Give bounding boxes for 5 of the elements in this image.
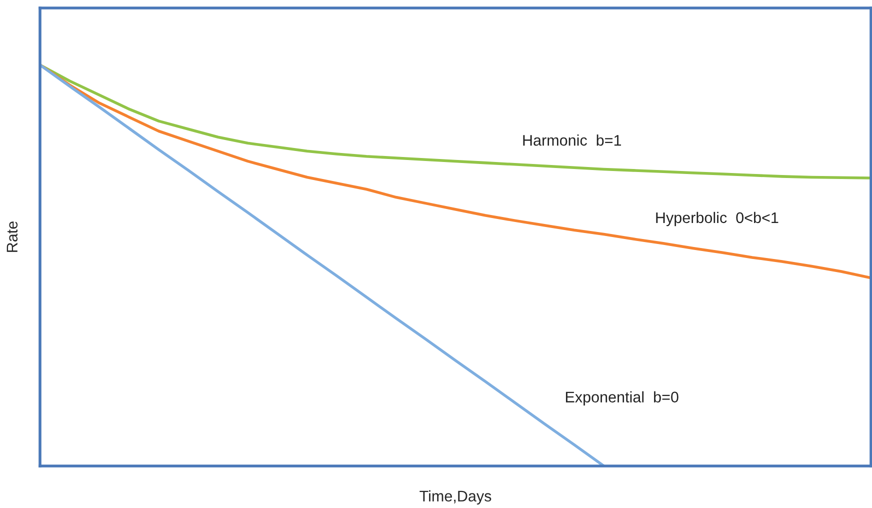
series-label: Harmonic b=1: [523, 134, 622, 146]
series-label: Exponential b=0: [566, 391, 678, 406]
x-axis-title: Time,Days: [420, 490, 492, 505]
series-label: Hyperbolic 0<b<1: [656, 212, 778, 226]
y-axis-title: Rate: [6, 222, 18, 252]
